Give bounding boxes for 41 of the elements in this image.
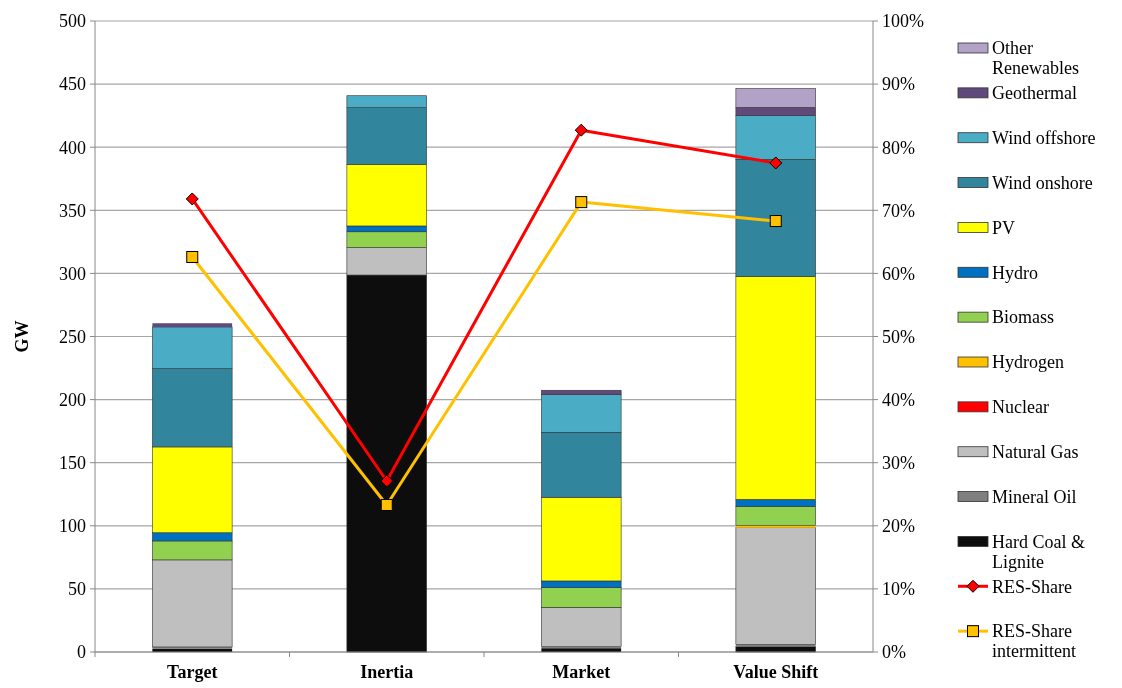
y-tick-label: 150	[59, 453, 86, 473]
legend-label: Hard Coal & Lignite	[992, 531, 1085, 572]
legend-label: Natural Gas	[992, 442, 1079, 463]
legend-label: RES-Share	[992, 576, 1072, 597]
legend-label: Hydrogen	[992, 352, 1064, 373]
y-tick-label: 450	[59, 74, 86, 95]
x-tick-label: Value Shift	[733, 662, 819, 682]
legend-label: Wind onshore	[992, 172, 1093, 193]
y-tick-label: 350	[59, 200, 86, 221]
y-tick-label: 0	[77, 642, 86, 663]
legend-label: RES-Share intermittent	[992, 621, 1076, 662]
y2-tick-label: 70%	[882, 200, 915, 221]
y-tick-label: 100	[59, 516, 86, 537]
y2-tick-label: 20%	[882, 516, 915, 537]
legend-label: PV	[992, 217, 1016, 238]
legend-label: Biomass	[992, 307, 1055, 328]
x-tick-label: Inertia	[360, 662, 414, 682]
y-tick-label: 400	[59, 137, 86, 158]
legend-label: Hydro	[992, 262, 1038, 283]
legend-label: Geothermal	[992, 83, 1077, 104]
legend-label: Nuclear	[992, 397, 1049, 418]
x-tick-label: Target	[167, 662, 218, 682]
y2-tick-label: 10%	[882, 579, 915, 600]
y-axis-title: GW	[12, 320, 32, 353]
y2-tick-label: 50%	[882, 326, 915, 347]
y2-tick-label: 90%	[882, 74, 915, 95]
y2-tick-label: 100%	[882, 11, 924, 32]
x-tick-label: Market	[552, 662, 611, 682]
y2-tick-label: 0%	[882, 642, 906, 663]
y2-tick-label: 30%	[882, 453, 915, 473]
y-tick-label: 300	[59, 263, 86, 284]
legend-label: Wind offshore	[992, 128, 1096, 149]
y-tick-label: 50	[68, 579, 86, 600]
y-tick-label: 500	[59, 11, 86, 32]
y-tick-label: 200	[59, 389, 86, 410]
y-tick-label: 250	[59, 326, 86, 347]
legend-label: Other Renewables	[992, 38, 1079, 79]
legend-label: Mineral Oil	[992, 486, 1077, 507]
y2-tick-label: 60%	[882, 263, 915, 284]
y2-tick-label: 80%	[882, 137, 915, 158]
y2-tick-label: 40%	[882, 389, 915, 410]
